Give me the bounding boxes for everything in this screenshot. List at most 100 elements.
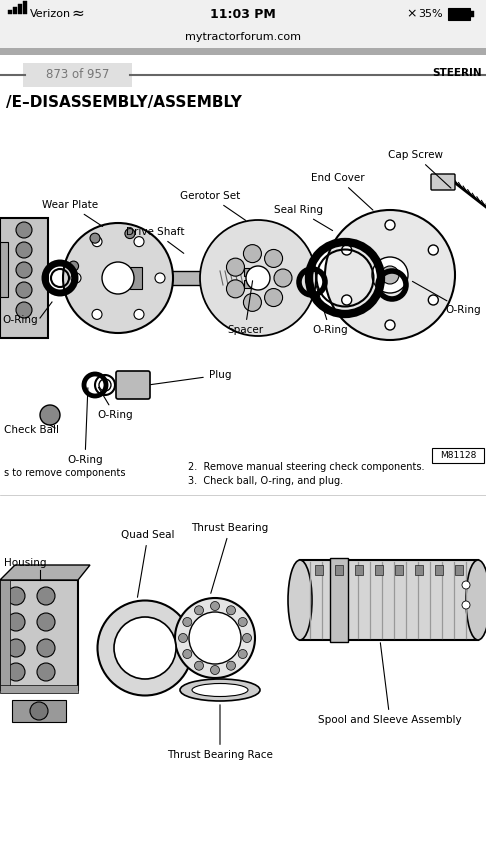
Ellipse shape xyxy=(114,617,176,679)
Circle shape xyxy=(37,613,55,631)
Polygon shape xyxy=(0,565,90,580)
FancyBboxPatch shape xyxy=(431,174,455,190)
FancyBboxPatch shape xyxy=(455,565,463,575)
Circle shape xyxy=(226,258,244,276)
Text: O-Ring: O-Ring xyxy=(413,282,481,315)
Text: Thrust Bearing Race: Thrust Bearing Race xyxy=(167,705,273,760)
FancyBboxPatch shape xyxy=(0,55,486,864)
Circle shape xyxy=(210,601,220,611)
FancyBboxPatch shape xyxy=(470,11,474,17)
Ellipse shape xyxy=(288,560,312,640)
Text: Spacer: Spacer xyxy=(227,281,263,335)
Circle shape xyxy=(243,245,261,263)
FancyBboxPatch shape xyxy=(395,565,403,575)
Circle shape xyxy=(243,294,261,311)
Text: /E–DISASSEMBLY/ASSEMBLY: /E–DISASSEMBLY/ASSEMBLY xyxy=(6,95,242,110)
Circle shape xyxy=(69,261,79,271)
FancyBboxPatch shape xyxy=(23,63,132,87)
Circle shape xyxy=(71,273,81,283)
Text: Seal Ring: Seal Ring xyxy=(274,205,332,231)
Circle shape xyxy=(183,650,192,658)
FancyBboxPatch shape xyxy=(0,0,486,55)
Circle shape xyxy=(243,633,251,643)
FancyBboxPatch shape xyxy=(0,26,486,48)
Circle shape xyxy=(325,210,455,340)
Circle shape xyxy=(238,650,247,658)
FancyBboxPatch shape xyxy=(0,218,48,338)
Circle shape xyxy=(134,237,144,246)
Circle shape xyxy=(40,405,60,425)
Circle shape xyxy=(264,289,282,307)
Text: ≈: ≈ xyxy=(71,5,85,21)
FancyBboxPatch shape xyxy=(300,560,478,640)
FancyBboxPatch shape xyxy=(116,371,150,399)
Circle shape xyxy=(37,639,55,657)
Circle shape xyxy=(7,663,25,681)
Text: Spool and Sleeve Assembly: Spool and Sleeve Assembly xyxy=(318,643,462,725)
FancyBboxPatch shape xyxy=(0,48,486,55)
Circle shape xyxy=(462,601,470,609)
FancyBboxPatch shape xyxy=(0,580,10,690)
Circle shape xyxy=(92,309,102,320)
Text: M81128: M81128 xyxy=(440,451,476,460)
Circle shape xyxy=(155,273,165,283)
Circle shape xyxy=(226,606,236,615)
Text: Drive Shaft: Drive Shaft xyxy=(126,227,184,253)
FancyBboxPatch shape xyxy=(244,268,262,276)
FancyBboxPatch shape xyxy=(335,565,343,575)
FancyBboxPatch shape xyxy=(0,580,78,690)
FancyBboxPatch shape xyxy=(330,558,348,642)
Text: Thrust Bearing: Thrust Bearing xyxy=(191,523,269,594)
FancyBboxPatch shape xyxy=(315,565,323,575)
FancyBboxPatch shape xyxy=(12,700,66,722)
Circle shape xyxy=(95,375,115,395)
Circle shape xyxy=(385,320,395,330)
Circle shape xyxy=(274,269,292,287)
FancyBboxPatch shape xyxy=(244,280,262,288)
Circle shape xyxy=(462,581,470,589)
Circle shape xyxy=(16,282,32,298)
Text: mytractorforum.com: mytractorforum.com xyxy=(185,32,301,42)
Circle shape xyxy=(16,262,32,278)
Circle shape xyxy=(226,661,236,670)
Ellipse shape xyxy=(189,612,241,664)
Circle shape xyxy=(37,587,55,605)
Text: Plug: Plug xyxy=(151,370,231,384)
Circle shape xyxy=(238,618,247,626)
Circle shape xyxy=(16,302,32,318)
Ellipse shape xyxy=(466,560,486,640)
FancyBboxPatch shape xyxy=(432,448,484,463)
FancyBboxPatch shape xyxy=(0,242,8,297)
Circle shape xyxy=(246,266,270,290)
Circle shape xyxy=(372,257,408,293)
Text: Wear Plate: Wear Plate xyxy=(42,200,103,226)
FancyBboxPatch shape xyxy=(13,7,17,14)
Text: O-Ring: O-Ring xyxy=(2,315,37,325)
Circle shape xyxy=(7,639,25,657)
Text: Gerotor Set: Gerotor Set xyxy=(180,191,246,220)
Circle shape xyxy=(210,665,220,675)
Circle shape xyxy=(194,606,204,615)
Text: 873 of 957: 873 of 957 xyxy=(46,68,110,81)
Circle shape xyxy=(90,233,100,243)
Text: STEERIN: STEERIN xyxy=(433,68,482,78)
Circle shape xyxy=(92,237,102,246)
Circle shape xyxy=(342,245,352,255)
Circle shape xyxy=(381,266,399,284)
Circle shape xyxy=(428,295,438,305)
Text: Cap Screw: Cap Screw xyxy=(387,150,451,188)
Circle shape xyxy=(342,295,352,305)
Text: 35%: 35% xyxy=(418,9,443,19)
Circle shape xyxy=(99,379,111,391)
Text: End Cover: End Cover xyxy=(311,173,373,210)
FancyBboxPatch shape xyxy=(448,8,470,20)
FancyBboxPatch shape xyxy=(130,271,248,285)
Circle shape xyxy=(183,618,192,626)
Circle shape xyxy=(7,587,25,605)
Circle shape xyxy=(63,223,173,333)
Circle shape xyxy=(16,242,32,258)
Text: 3.  Check ball, O-ring, and plug.: 3. Check ball, O-ring, and plug. xyxy=(188,476,343,486)
Circle shape xyxy=(7,613,25,631)
FancyBboxPatch shape xyxy=(18,4,22,14)
Text: s to remove components: s to remove components xyxy=(4,468,125,478)
